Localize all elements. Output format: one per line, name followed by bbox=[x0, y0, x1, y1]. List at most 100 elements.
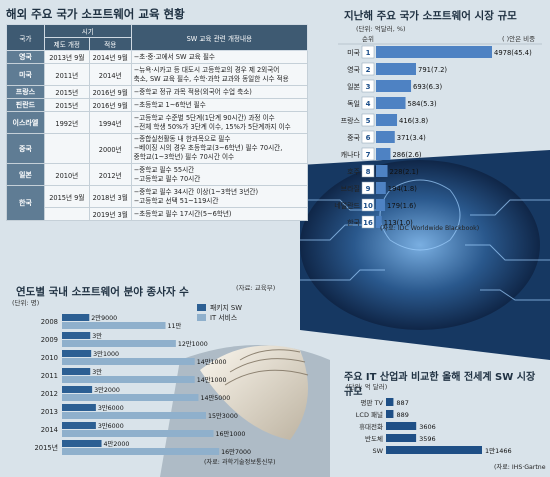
employee-value-label: 2만9000 bbox=[91, 313, 117, 322]
employee-value-label: 3만 bbox=[92, 331, 102, 340]
country-label: 한국 bbox=[347, 219, 360, 227]
education-row: 일본 2010년 2012년 −중학교 필수 55시간 −고등학교 필수 70시간 bbox=[6, 163, 309, 186]
industry-bar bbox=[386, 434, 417, 442]
market-value-label: 4978(45.4) bbox=[494, 49, 532, 57]
employee-bar bbox=[62, 350, 92, 357]
year-label: 2009 bbox=[41, 336, 58, 344]
year-label: 2013 bbox=[41, 408, 58, 416]
employee-bar bbox=[62, 322, 166, 329]
legend-swatch bbox=[197, 304, 206, 311]
rank-label: 3 bbox=[366, 83, 371, 91]
market-value-label: 179(1.6) bbox=[387, 202, 416, 210]
content-cell: −초등학교 필수 17시간(5~6학년) bbox=[130, 207, 309, 221]
rank-label: 7 bbox=[366, 151, 371, 159]
content-line: 축소, SW 교육 필수, 수학·과학 교과와 동일한 시수 적용 bbox=[133, 74, 289, 83]
employee-bar bbox=[62, 314, 90, 321]
industry-label: 평판 TV bbox=[361, 398, 384, 407]
employees-title: 연도별 국내 소프트웨어 분야 종사자 수 bbox=[16, 286, 189, 298]
employee-value-label: 11만 bbox=[168, 321, 182, 330]
revision-cell: 2015년 bbox=[43, 85, 90, 99]
apply-cell: 2000년 bbox=[88, 133, 132, 164]
education-row: 2019년 3월 −초등학교 필수 17시간(5~6학년) bbox=[7, 207, 309, 221]
content-cell: −중학교 필수 55시간 −고등학교 필수 70시간 bbox=[130, 163, 309, 186]
market-unit: (단위: 억달러, %) bbox=[356, 25, 406, 33]
rank-label: 4 bbox=[366, 100, 371, 108]
education-panel: 해외 주요 국가 소프트웨어 교육 현황 국가 시기 SW 교육 관련 개정내용… bbox=[6, 6, 309, 292]
employee-value-label: 16만7000 bbox=[221, 447, 251, 456]
employee-bar bbox=[62, 394, 199, 401]
content-line: −중학교 필수 34시간 이상(1~3학년 3년간) bbox=[133, 187, 259, 196]
header-country: 국가 bbox=[6, 24, 45, 51]
apply-cell: 2014년 bbox=[88, 63, 132, 86]
it-unit: (단위: 억 달러) bbox=[346, 383, 388, 391]
rank-box bbox=[361, 79, 375, 93]
content-line: −뉴욕·시카고 등 대도시 고등학교의 경우 제 2외국어 bbox=[133, 65, 280, 74]
revision-cell bbox=[43, 207, 90, 221]
country-label: 호주 bbox=[347, 168, 360, 176]
year-label: 2011 bbox=[41, 372, 58, 380]
legend-label: 패키지 SW bbox=[210, 303, 242, 312]
country-cell: 한국 bbox=[6, 185, 45, 221]
rank-box bbox=[361, 181, 375, 195]
industry-value-label: 3596 bbox=[419, 435, 436, 443]
employee-bar bbox=[62, 358, 195, 365]
rank-label: 16 bbox=[363, 219, 373, 227]
market-source: (자료: IDC Worldwide Blackbook) bbox=[380, 224, 479, 232]
rank-header: 순위 bbox=[362, 35, 374, 43]
country-cell: 중국 bbox=[6, 133, 45, 164]
it-source: (자료: IHS·Gartner) bbox=[494, 463, 546, 471]
apply-cell: 2012년 bbox=[88, 163, 132, 186]
employee-bar bbox=[62, 340, 176, 347]
education-row: 미국 2011년 2014년 −뉴욕·시카고 등 대도시 고등학교의 경우 제 2외국… bbox=[6, 63, 309, 86]
rank-label: 10 bbox=[363, 202, 373, 210]
country-label: 브라질 bbox=[341, 184, 360, 193]
content-line: −고등학교 수준별 5단계(1단계 90시간) 과정 이수 bbox=[133, 113, 275, 122]
country-label: 캐나다 bbox=[341, 150, 361, 159]
education-row: 이스라엘 1992년 1994년 −고등학교 수준별 5단계(1단계 90시간) 과정… bbox=[6, 111, 309, 134]
country-cell: 핀란드 bbox=[6, 98, 45, 112]
education-title: 해외 주요 국가 소프트웨어 교육 현황 bbox=[6, 7, 185, 21]
employee-bar bbox=[62, 440, 102, 447]
industry-value-label: 3606 bbox=[419, 423, 436, 431]
market-bar bbox=[376, 131, 395, 143]
revision-cell: 2013년 9월 bbox=[43, 50, 90, 64]
education-row: 중국 2000년 −종합실천활동 내 한과목으로 필수 −베이징 시의 경우 초등학교… bbox=[6, 133, 309, 164]
employee-bar bbox=[62, 404, 96, 411]
country-cell: 미국 bbox=[6, 63, 45, 86]
content-line: −중학교 필수 55시간 bbox=[133, 165, 195, 174]
market-value-label: 791(7.2) bbox=[418, 66, 447, 74]
content-cell: −중학교 필수 34시간 이상(1~3학년 3년간) −고등학교 선택 51~11… bbox=[130, 185, 309, 208]
employee-value-label: 3만 bbox=[92, 367, 102, 376]
content-line: −중학교 정규 과목 적용(외국어 수업 축소) bbox=[133, 87, 252, 96]
employee-value-label: 3만2000 bbox=[94, 385, 120, 394]
content-line: −베이징 시의 경우 초등학교(3~6학년) 필수 70시간, bbox=[133, 144, 283, 152]
legend-label: IT 서비스 bbox=[210, 313, 237, 322]
share-header: ( )안은 비중 bbox=[502, 34, 535, 43]
employee-bar bbox=[62, 368, 91, 375]
apply-cell: 2014년 9월 bbox=[88, 50, 132, 64]
industry-label: 반도체 bbox=[365, 434, 383, 443]
education-row: 프랑스 2015년 2016년 9월 −중학교 정규 과목 적용(외국어 수업 축소) bbox=[6, 85, 309, 99]
market-value-label: 584(5.3) bbox=[408, 100, 437, 108]
employee-bar bbox=[62, 376, 195, 383]
rank-box bbox=[361, 45, 375, 59]
country-label: 일본 bbox=[347, 82, 360, 91]
employee-value-label: 14만1000 bbox=[197, 357, 227, 366]
industry-value-label: 1만1466 bbox=[485, 446, 512, 455]
revision-cell: 2011년 bbox=[43, 63, 90, 86]
apply-cell: 2019년 3월 bbox=[88, 207, 132, 221]
industry-label: 휴대전화 bbox=[359, 422, 383, 431]
employee-bar bbox=[62, 412, 206, 419]
industry-bar bbox=[386, 446, 482, 454]
content-cell: −뉴욕·시카고 등 대도시 고등학교의 경우 제 2외국어 축소, SW 교육 필… bbox=[130, 63, 309, 86]
year-label: 2012 bbox=[41, 390, 58, 398]
education-source: (자료: 교육부) bbox=[236, 284, 276, 292]
rank-box bbox=[361, 147, 375, 161]
country-label: 미국 bbox=[347, 48, 360, 57]
book-image bbox=[200, 345, 308, 440]
revision-cell: 2015년 bbox=[43, 98, 90, 112]
revision-cell: 2015년 9월 bbox=[43, 185, 90, 208]
country-cell: 이스라엘 bbox=[6, 111, 45, 134]
it-bar-chart: 평판 TV 887 LCD 패널 889 휴대전화 3606 반도체 3596 SW 1만1466… bbox=[356, 398, 546, 471]
